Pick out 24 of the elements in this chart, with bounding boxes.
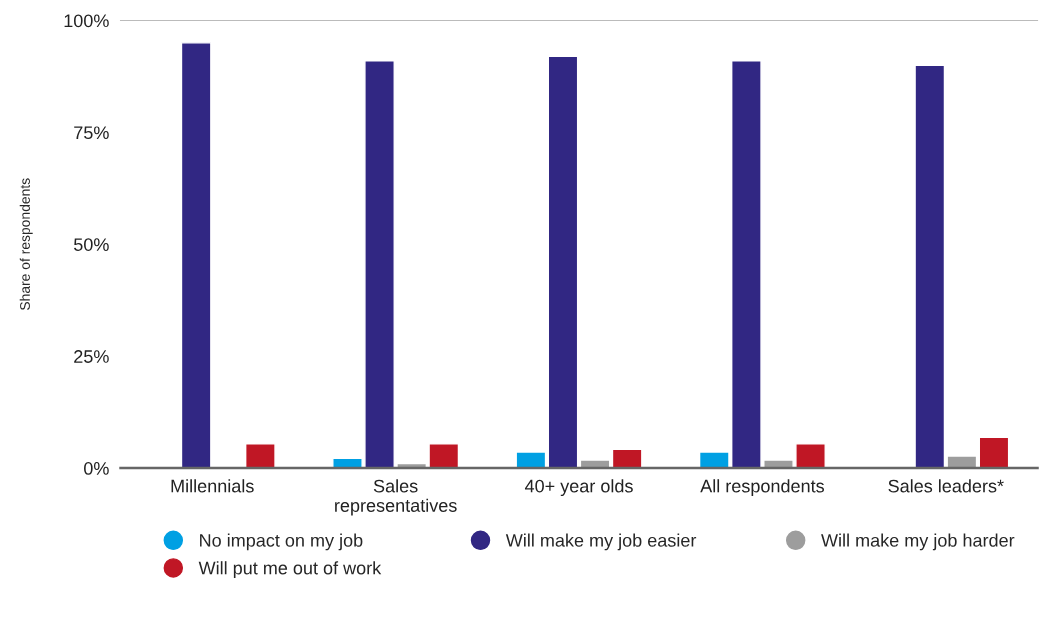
legend-label: Will put me out of work	[198, 561, 382, 579]
y-tick-label: 0%	[84, 462, 109, 475]
bar	[611, 448, 643, 469]
x-tick-label: Millennials	[171, 479, 254, 493]
y-tick-label: 25%	[74, 350, 109, 363]
bar	[547, 55, 579, 469]
bar	[180, 42, 212, 469]
y-tick-label: 100%	[64, 14, 109, 28]
legend-label: No impact on my job	[200, 533, 363, 551]
bar	[914, 64, 946, 469]
bar	[579, 459, 611, 469]
legend-label: Will make my job easier	[505, 533, 697, 551]
legend-label: Will make my job harder	[821, 533, 1015, 551]
y-tick-label: 75%	[74, 126, 109, 140]
x-tick-label: All respondents	[700, 479, 824, 497]
bar	[515, 451, 547, 469]
x-tick-label: 40+ year olds	[524, 479, 633, 497]
x-tick-label: Sales representatives	[335, 479, 457, 516]
bar	[946, 455, 978, 469]
y-axis-title: Share of respondents	[19, 178, 33, 311]
y-tick-label: 50%	[73, 238, 109, 251]
x-tick-label: Sales leaders*	[888, 479, 1004, 493]
bar	[978, 436, 1010, 469]
bar	[244, 443, 276, 469]
